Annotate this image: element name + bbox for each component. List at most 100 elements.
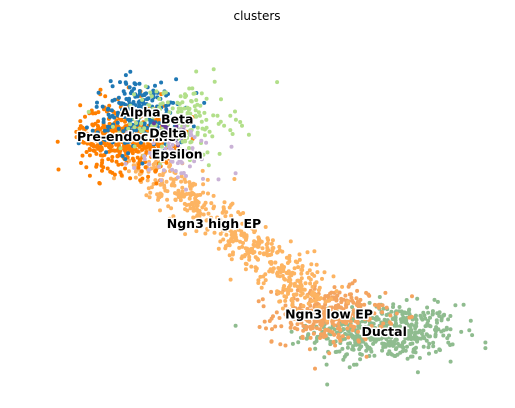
point (151, 141, 156, 146)
point (381, 344, 386, 349)
point (247, 248, 252, 253)
point (96, 90, 101, 95)
point (123, 166, 128, 171)
point (210, 134, 215, 139)
point (308, 281, 313, 286)
point (180, 185, 185, 190)
point (192, 135, 197, 140)
point (187, 156, 192, 161)
point (353, 340, 358, 345)
point (412, 324, 417, 328)
point (328, 305, 333, 310)
point (160, 157, 165, 161)
point (179, 135, 184, 140)
point (243, 267, 248, 272)
point (298, 289, 303, 294)
point (238, 120, 243, 124)
point (116, 162, 121, 167)
point (270, 238, 275, 243)
point (127, 158, 132, 163)
point (310, 284, 315, 289)
point (276, 291, 281, 296)
point (389, 309, 394, 314)
point (289, 329, 294, 334)
point (98, 141, 103, 145)
point (344, 312, 349, 317)
point (158, 149, 163, 154)
point (437, 314, 442, 318)
point (433, 349, 438, 354)
point (195, 125, 200, 130)
point (216, 246, 221, 251)
point (288, 325, 293, 330)
point (390, 328, 395, 332)
cluster-labels: Ductal Ngn3 low EP Ngn3 high EP Pre-endocri… (76, 103, 409, 340)
point (145, 126, 150, 130)
point (329, 309, 333, 314)
point (178, 94, 183, 99)
point (268, 267, 273, 272)
point (344, 303, 348, 308)
point (301, 310, 306, 315)
point (155, 192, 160, 197)
point (395, 341, 400, 346)
point (261, 252, 266, 257)
point (297, 252, 302, 257)
point (265, 245, 270, 250)
point (118, 116, 122, 121)
point (140, 97, 145, 102)
point (350, 305, 355, 310)
point (365, 344, 370, 349)
point (218, 217, 223, 222)
point (389, 321, 394, 326)
point (110, 84, 115, 89)
point (191, 124, 196, 129)
point (185, 111, 190, 115)
point (190, 86, 195, 91)
point (244, 234, 249, 239)
point (216, 177, 221, 182)
point (203, 200, 208, 205)
point (206, 163, 211, 168)
point (241, 241, 245, 245)
point (243, 246, 248, 251)
point (222, 123, 227, 128)
point (126, 98, 131, 103)
point (80, 139, 85, 144)
point (100, 104, 105, 109)
point (195, 203, 200, 208)
point (133, 103, 138, 108)
point (110, 140, 115, 145)
point (351, 300, 356, 305)
point (179, 179, 184, 184)
point (221, 237, 226, 242)
point (405, 356, 410, 361)
point (164, 179, 169, 184)
point (260, 246, 265, 251)
point (174, 191, 179, 196)
point (374, 315, 379, 320)
point (311, 331, 316, 336)
point (187, 164, 192, 169)
point (293, 259, 298, 264)
point (84, 165, 89, 170)
point (190, 183, 195, 188)
point (167, 216, 172, 221)
point (362, 302, 367, 307)
point (224, 232, 229, 237)
point (193, 199, 198, 204)
point (168, 151, 173, 156)
point (142, 157, 147, 162)
point (373, 332, 377, 337)
point (165, 197, 170, 202)
point (265, 248, 270, 253)
point (289, 273, 294, 278)
point (175, 152, 180, 157)
point (163, 124, 168, 129)
point (392, 353, 397, 358)
point (89, 133, 94, 137)
point (348, 323, 353, 328)
point (292, 316, 297, 321)
point (166, 122, 171, 127)
point (212, 230, 217, 235)
